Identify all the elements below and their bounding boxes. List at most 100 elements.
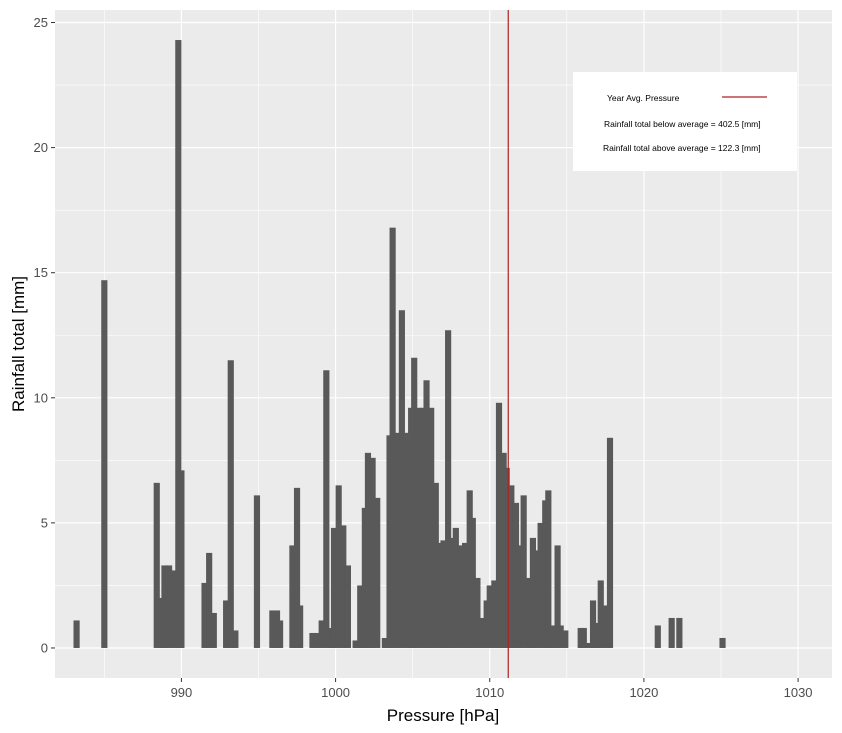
bar: [227, 360, 234, 648]
bar: [101, 280, 108, 648]
bars-group: [73, 40, 726, 648]
bar: [340, 525, 347, 648]
bar: [432, 482, 439, 648]
bar: [210, 612, 217, 648]
bar: [520, 495, 527, 648]
legend-below-average: Rainfall total below average = 402.5 [mm…: [604, 119, 761, 129]
bar: [394, 432, 401, 648]
bar: [428, 407, 435, 648]
bar: [318, 620, 325, 648]
bar: [562, 630, 569, 648]
bar: [374, 497, 381, 648]
legend: Year Avg. Pressure Rainfall total below …: [573, 72, 797, 171]
bar: [389, 227, 396, 648]
y-axis-ticks: 0 5 10 15 20 25: [34, 15, 55, 655]
bar: [585, 642, 592, 648]
bar: [269, 610, 276, 648]
bar: [597, 580, 604, 648]
x-axis-ticks: 990 1000 1010 1020 1030: [171, 678, 813, 700]
bar: [178, 470, 185, 648]
bar: [175, 40, 182, 648]
bar: [445, 330, 452, 648]
bar: [314, 632, 321, 648]
x-tick-label: 990: [171, 685, 193, 700]
bar: [293, 487, 301, 648]
bar: [381, 637, 388, 648]
bar: [469, 517, 476, 648]
bar: [364, 452, 372, 648]
y-tick-label: 10: [34, 390, 48, 405]
bar: [253, 495, 261, 648]
bar: [457, 545, 464, 648]
x-tick-label: 1020: [629, 685, 658, 700]
bar: [161, 565, 168, 648]
bar: [170, 570, 177, 648]
bar: [352, 640, 359, 648]
bar: [452, 527, 459, 648]
x-tick-label: 1000: [321, 685, 350, 700]
bar: [335, 485, 342, 648]
bar: [537, 522, 544, 648]
legend-avg-label: Year Avg. Pressure: [607, 93, 680, 103]
x-tick-label: 1010: [475, 685, 504, 700]
bar: [411, 357, 418, 648]
bar: [515, 545, 523, 648]
bar: [495, 402, 503, 648]
bar: [529, 537, 536, 648]
bar: [503, 467, 510, 648]
bar: [309, 632, 316, 648]
bar: [549, 625, 557, 648]
bar: [357, 585, 364, 648]
bar: [525, 577, 532, 648]
bar: [668, 617, 675, 648]
bar: [420, 407, 427, 648]
bar: [580, 627, 587, 648]
legend-box: [573, 72, 797, 171]
bar: [589, 600, 597, 648]
bar: [223, 600, 230, 648]
bar: [323, 370, 330, 648]
bar: [415, 407, 422, 648]
y-axis-title: Rainfall total [mm]: [9, 276, 28, 412]
bar: [398, 310, 405, 648]
bar: [232, 630, 239, 648]
bar: [297, 605, 304, 648]
bar: [545, 490, 552, 648]
bar: [330, 527, 338, 648]
bar: [289, 545, 296, 648]
bar: [593, 622, 600, 648]
y-tick-label: 25: [34, 15, 48, 30]
legend-above-average: Rainfall total above average = 122.3 [mm…: [603, 143, 761, 153]
bar: [719, 637, 726, 648]
bar: [602, 605, 609, 648]
bar: [206, 552, 213, 648]
bar: [327, 627, 335, 648]
bar: [277, 620, 284, 648]
bar: [491, 580, 498, 648]
y-tick-label: 15: [34, 265, 48, 280]
bar: [532, 550, 540, 648]
y-tick-label: 20: [34, 140, 48, 155]
bar: [440, 540, 447, 648]
bar: [369, 457, 376, 648]
bar: [344, 565, 351, 648]
bar: [201, 582, 208, 648]
bar: [474, 577, 481, 648]
y-tick-label: 5: [41, 515, 48, 530]
bar: [153, 482, 160, 648]
bar: [73, 620, 80, 648]
bar: [478, 617, 486, 648]
bar: [403, 432, 410, 648]
bar: [166, 565, 173, 648]
bar: [606, 437, 614, 648]
bar: [508, 485, 515, 648]
bar: [676, 617, 683, 648]
x-axis-title: Pressure [hPa]: [387, 706, 499, 725]
bar: [423, 380, 430, 648]
bar: [654, 625, 661, 648]
bar: [557, 625, 564, 648]
bar: [554, 545, 561, 648]
y-tick-label: 0: [41, 640, 48, 655]
bar: [466, 490, 473, 648]
